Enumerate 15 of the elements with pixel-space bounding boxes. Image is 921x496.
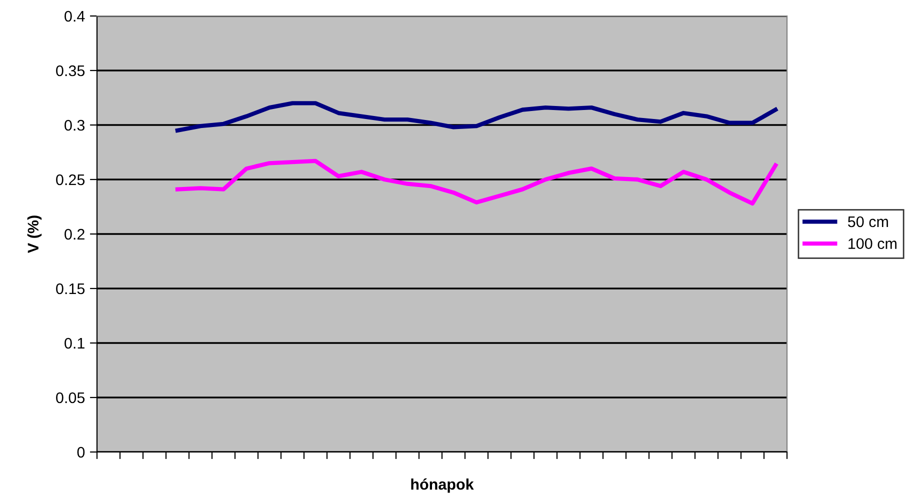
line-series — [175, 101, 778, 133]
y-tick-label: 0.4 — [64, 10, 85, 22]
y-tick-label: 0.35 — [56, 65, 85, 76]
y-tick-label: 0.1 — [64, 338, 84, 349]
legend-label: 50 cm — [848, 216, 888, 228]
line-series — [175, 158, 778, 206]
y-tick-label: 0 — [77, 446, 85, 458]
y-tick-label: 0.25 — [56, 174, 85, 186]
y-tick-label: 0.05 — [56, 392, 85, 404]
y-axis-title: V (%) — [27, 216, 42, 253]
legend-label: 100 cm — [848, 238, 896, 250]
y-tick-label: 0.15 — [56, 283, 85, 294]
y-tick-label: 0.3 — [64, 120, 85, 131]
y-tick-label: 0.2 — [64, 228, 84, 240]
x-axis-title: hónapok — [411, 478, 474, 493]
